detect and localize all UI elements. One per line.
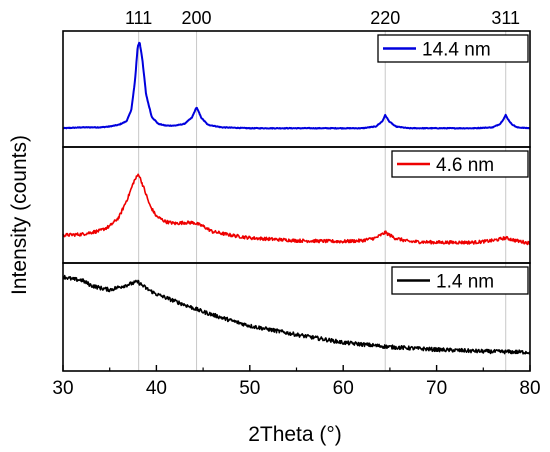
series-line-1 (62, 41, 531, 130)
x-axis-ticks: 30 40 50 60 70 80 (52, 365, 541, 399)
peak-label-200: 200 (182, 8, 212, 28)
x-tick-label: 50 (239, 378, 260, 399)
legend-3: 1.4 nm (391, 266, 529, 295)
series-line-2 (62, 173, 531, 246)
peak-reference-lines (138, 31, 507, 371)
legend-label: 1.4 nm (436, 272, 494, 293)
x-axis-title: 2Theta (°) (248, 423, 342, 446)
legend-1: 14.4 nm (377, 34, 529, 63)
legends: 14.4 nm 4.6 nm 1.4 nm (377, 34, 529, 295)
x-tick-label: 80 (519, 378, 540, 399)
x-tick-label: 60 (333, 378, 354, 399)
legend-box (377, 34, 529, 63)
legend-label: 4.6 nm (436, 155, 494, 176)
peak-label-220: 220 (370, 8, 400, 28)
legend-2: 4.6 nm (391, 150, 529, 178)
peak-label-311: 311 (491, 8, 520, 28)
legend-label: 14.4 nm (422, 40, 491, 61)
series-line-3 (62, 274, 531, 355)
x-tick-label: 70 (426, 378, 447, 399)
x-tick-label: 40 (146, 378, 167, 399)
x-tick-label: 30 (52, 378, 73, 399)
y-axis-title: Intensity (counts) (8, 135, 31, 295)
peak-labels: 111 200 220 311 (125, 8, 520, 28)
panel-frames (62, 30, 531, 372)
panel-4-6-nm (62, 173, 531, 246)
panel-1-4-nm (62, 274, 531, 355)
panel-14-4-nm (62, 41, 531, 130)
peak-label-111: 111 (125, 8, 152, 28)
